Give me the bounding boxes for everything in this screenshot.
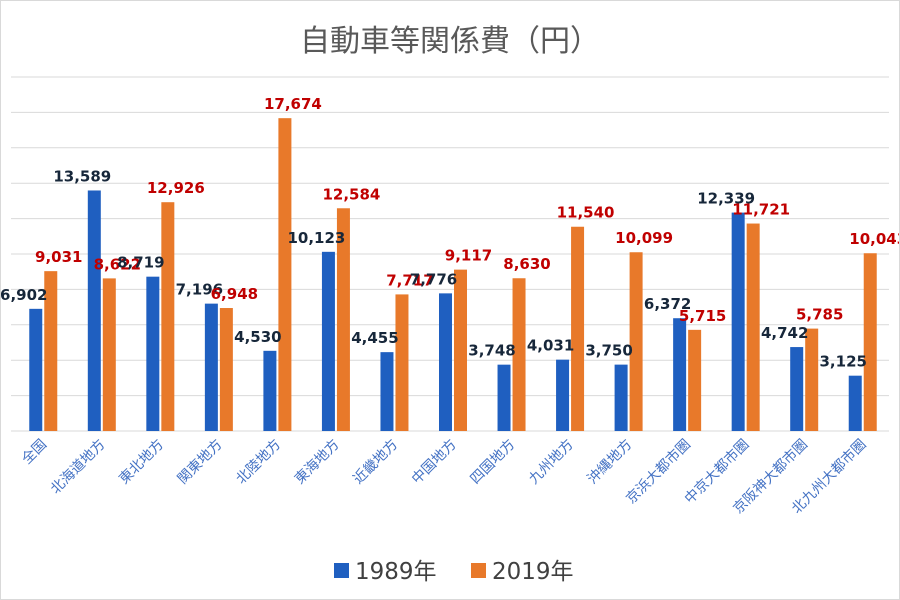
bar-b-13 [805, 328, 819, 431]
data-label: 9,031 [35, 248, 82, 266]
category-label: 沖縄地方 [585, 437, 636, 488]
data-label: 5,715 [679, 307, 726, 325]
bar-a-3 [204, 303, 218, 431]
bar-b-11 [688, 329, 702, 431]
data-label: 6,372 [644, 295, 691, 313]
category-label: 東北地方 [116, 437, 167, 488]
data-label: 10,123 [287, 229, 345, 247]
legend-label: 1989年 [355, 559, 437, 585]
bar-a-9 [556, 359, 570, 431]
data-label: 4,455 [351, 329, 398, 347]
bar-b-10 [629, 252, 643, 431]
bar-a-5 [321, 251, 335, 431]
data-label: 6,902 [1, 286, 47, 304]
bars [29, 118, 877, 431]
legend-swatch-a [334, 563, 349, 578]
bar-a-10 [614, 364, 628, 431]
legend-swatch-b [471, 563, 486, 578]
data-label: 11,540 [557, 204, 615, 222]
category-label: 北海道地方 [48, 437, 109, 498]
data-label: 4,742 [761, 324, 808, 342]
data-label: 8,622 [94, 255, 141, 273]
bar-b-12 [746, 223, 760, 431]
data-label: 10,099 [615, 229, 673, 247]
bar-a-2 [146, 276, 160, 431]
category-label: 近畿地方 [350, 437, 401, 488]
data-label: 12,339 [697, 190, 755, 208]
data-label: 3,125 [820, 353, 867, 371]
bar-b-3 [219, 308, 233, 431]
category-labels: 全国北海道地方 東北地方 関東地方 北陸地方 東海地方 近畿地方 中国地方 四国地方 九州地方沖… [18, 436, 869, 517]
data-label: 7,717 [386, 271, 433, 289]
data-label: 17,674 [264, 95, 322, 113]
bar-b-1 [102, 278, 116, 431]
bar-a-0 [29, 308, 43, 431]
category-label: 北陸地方 [233, 437, 284, 488]
data-label: 3,750 [585, 342, 632, 360]
data-label: 8,719 [117, 254, 164, 272]
bar-a-8 [497, 364, 511, 431]
bar-a-11 [673, 318, 687, 431]
bar-b-8 [512, 278, 526, 431]
chart-title: 自動車等関係費（円） [300, 24, 600, 59]
bar-a-1 [87, 190, 101, 431]
data-label: 3,748 [468, 342, 515, 360]
bar-a-12 [731, 212, 745, 431]
data-label: 5,785 [796, 306, 843, 324]
category-label: 中国地方 [409, 437, 460, 488]
category-label: 関東地方 [175, 437, 226, 488]
bar-b-14 [863, 253, 877, 431]
bar-a-4 [263, 350, 277, 431]
bar-a-13 [790, 347, 804, 431]
legend-label: 2019年 [492, 559, 574, 585]
data-label: 4,031 [527, 337, 574, 355]
bar-b-9 [571, 226, 585, 431]
bar-b-6 [395, 294, 409, 431]
data-label: 7,776 [410, 270, 457, 288]
data-label: 11,721 [732, 201, 790, 219]
bar-b-7 [454, 269, 467, 431]
data-label: 4,530 [234, 328, 281, 346]
bar-b-2 [161, 202, 175, 431]
bar-b-5 [336, 208, 350, 431]
category-label: 東海地方 [292, 437, 343, 488]
data-label: 6,948 [211, 285, 258, 303]
category-label: 全国 [18, 436, 50, 468]
data-label: 12,584 [322, 185, 380, 203]
bar-b-0 [44, 271, 58, 431]
data-label: 13,589 [53, 167, 111, 185]
data-label: 10,043 [849, 230, 899, 248]
data-label: 8,630 [503, 255, 550, 273]
data-label: 7,196 [176, 281, 223, 299]
category-label: 四国地方 [467, 437, 518, 488]
bar-a-14 [848, 375, 862, 431]
data-label: 9,117 [445, 247, 492, 265]
category-label: 九州地方 [526, 437, 577, 488]
bar-a-6 [380, 352, 394, 431]
bar-a-7 [439, 293, 452, 431]
bar-b-4 [278, 118, 292, 431]
legend: 1989年 2019年 [334, 559, 574, 585]
data-label: 12,926 [147, 179, 205, 197]
